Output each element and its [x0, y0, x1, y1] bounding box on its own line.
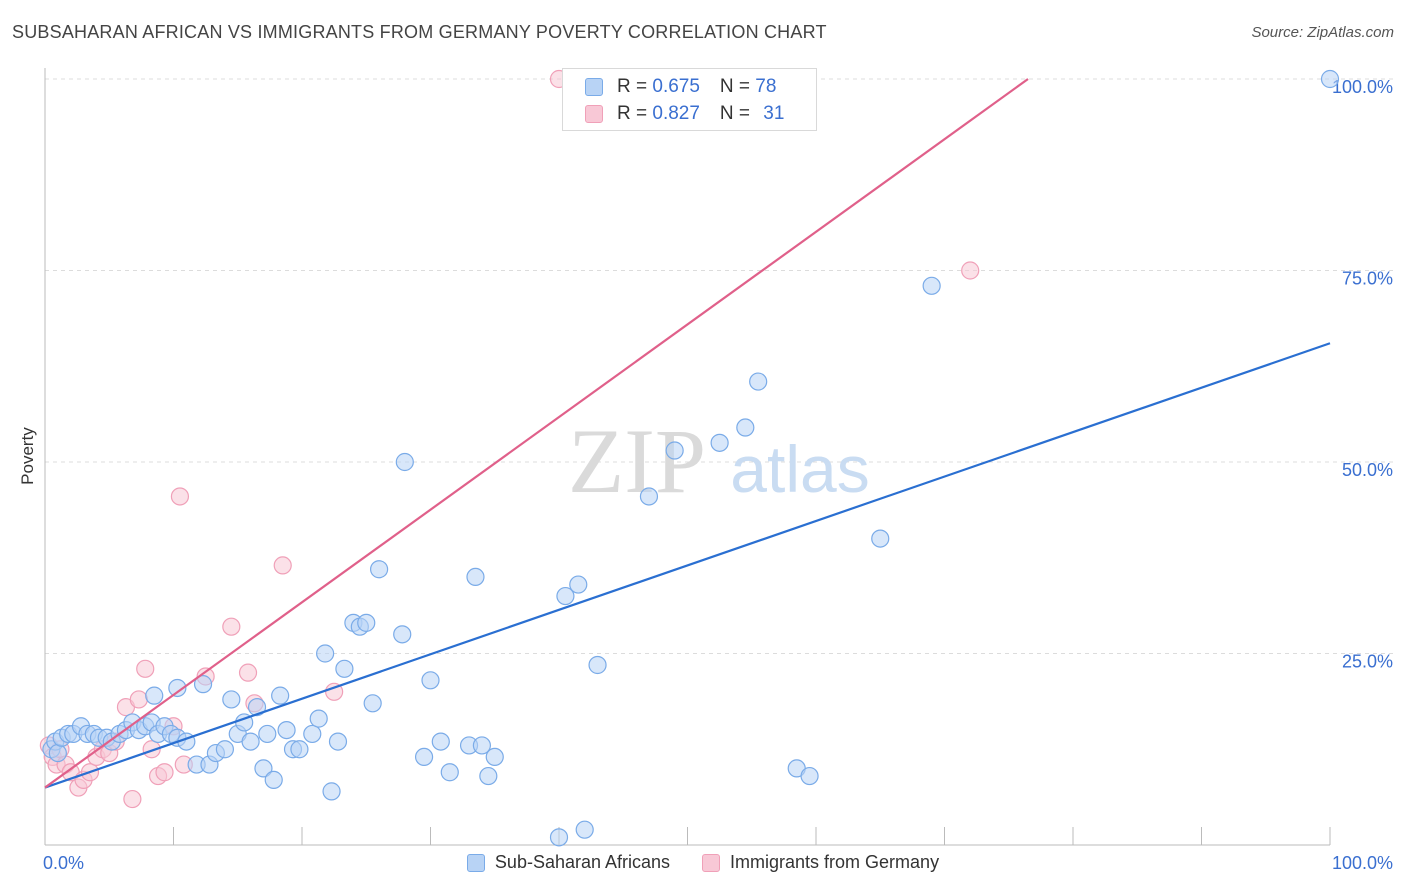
data-point [639, 487, 659, 506]
data-point [264, 770, 283, 789]
stats-legend-row-blue: R = 0.675 N = 78 [585, 75, 776, 99]
legend-item-germany: Immigrants from Germany [702, 852, 939, 873]
data-point [749, 372, 768, 391]
watermark-zip: ZIP [568, 410, 706, 512]
data-point [241, 732, 260, 751]
data-point [588, 655, 607, 675]
legend-item-subsaharan: Sub-Saharan Africans [466, 852, 671, 873]
trend-line [44, 342, 1331, 789]
data-point [145, 686, 164, 705]
chart-title: SUBSAHARAN AFRICAN VS IMMIGRANTS FROM GE… [12, 22, 827, 42]
pink-swatch-icon [702, 853, 721, 872]
data-point [328, 732, 348, 751]
data-point [123, 789, 142, 809]
data-point [556, 586, 575, 606]
data-point [290, 740, 309, 759]
data-point [136, 659, 155, 678]
data-point [575, 820, 594, 839]
data-point [48, 743, 67, 763]
data-point [247, 698, 267, 717]
n-value: 31 [763, 103, 785, 124]
data-point [309, 709, 328, 728]
data-point [215, 740, 234, 759]
data-point [238, 663, 258, 682]
data-point [549, 828, 569, 847]
x-tick-label: 100.0% [1332, 853, 1393, 873]
data-point [431, 732, 450, 751]
data-point [472, 736, 491, 755]
data-point [303, 724, 322, 744]
data-point [393, 625, 412, 644]
data-point [170, 487, 190, 506]
data-point [325, 682, 344, 701]
data-point [479, 766, 498, 786]
trend-line [44, 78, 1029, 789]
legend-label: Sub-Saharan Africans [494, 852, 671, 872]
y-tick-label: 25.0% [1342, 652, 1393, 672]
data-point [222, 690, 241, 709]
data-point [363, 694, 382, 713]
chart-source: Source: ZipAtlas.com [1251, 24, 1394, 41]
n-label: N = [719, 103, 756, 124]
data-point [665, 441, 684, 460]
data-point [155, 763, 174, 782]
data-point [370, 560, 389, 579]
blue-swatch-icon [585, 78, 603, 96]
data-point [1320, 69, 1340, 89]
data-point [466, 567, 485, 587]
data-point [961, 261, 980, 280]
n-label: N = [719, 76, 756, 97]
blue-swatch-icon [466, 853, 485, 872]
data-point [322, 782, 341, 801]
data-point [277, 720, 296, 740]
pink-swatch-icon [585, 105, 603, 123]
r-label: R = [617, 103, 653, 124]
data-point [193, 675, 213, 694]
data-point [800, 766, 819, 786]
r-label: R = [617, 76, 653, 97]
data-point [168, 678, 187, 698]
data-point [271, 686, 290, 705]
series-legend: Sub-Saharan Africans Immigrants from Ger… [0, 852, 1406, 873]
data-point [254, 759, 273, 778]
data-point [316, 644, 335, 663]
data-point [335, 659, 354, 678]
data-point [421, 671, 440, 690]
data-point [922, 276, 941, 295]
data-point [414, 747, 434, 767]
y-tick-label: 75.0% [1342, 269, 1393, 289]
y-tick-label: 50.0% [1342, 460, 1393, 480]
data-point [142, 740, 161, 759]
data-point [357, 613, 376, 632]
data-point [871, 529, 890, 548]
stats-legend: R = 0.675 N = 78 R = 0.827 N = 31 [562, 68, 817, 131]
data-point [395, 452, 414, 472]
data-point [485, 747, 504, 767]
y-tick-label: 100.0% [1332, 77, 1393, 97]
data-point [569, 575, 588, 594]
r-value: 0.827 [652, 103, 700, 124]
watermark-atlas: atlas [730, 432, 869, 506]
data-point [222, 617, 241, 636]
data-point [129, 690, 148, 709]
data-point [258, 724, 277, 744]
x-tick-label: 0.0% [43, 853, 84, 873]
data-point [710, 433, 729, 452]
data-point [440, 763, 459, 782]
legend-label: Immigrants from Germany [730, 852, 940, 872]
stats-legend-row-pink: R = 0.827 N = 31 [585, 102, 784, 126]
n-value: 78 [755, 76, 777, 97]
r-value: 0.675 [652, 76, 700, 97]
data-point [736, 418, 755, 437]
data-point [273, 556, 292, 575]
